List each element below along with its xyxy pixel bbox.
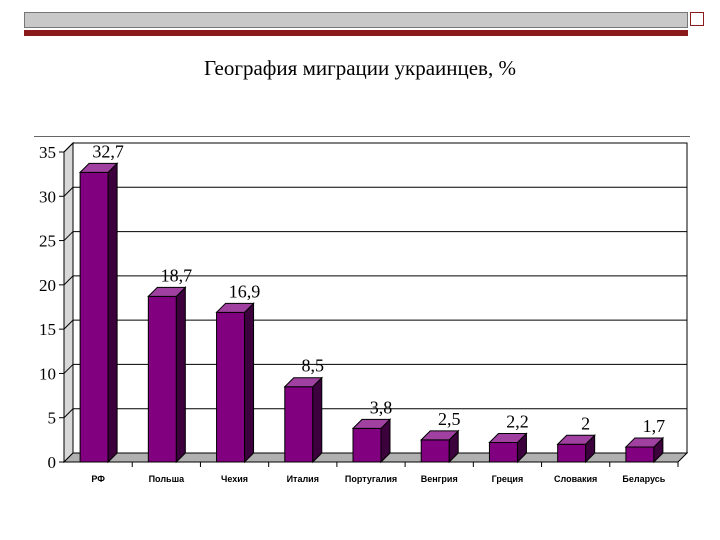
data-label: 16,9: [229, 281, 261, 301]
x-tick-label: Польша: [149, 474, 185, 484]
data-label: 2,5: [438, 409, 461, 429]
bar: [420, 439, 450, 463]
bar: [352, 427, 382, 463]
bar-side: [107, 162, 118, 464]
slide-header-bar: [24, 12, 688, 28]
x-tick-label: Италия: [287, 474, 319, 484]
bar-top: [420, 430, 460, 441]
x-tick-label: Словакия: [554, 474, 597, 484]
y-tick-label: 10: [39, 364, 56, 383]
y-tick-label: 5: [48, 409, 57, 428]
plot-side-wall: [63, 141, 74, 464]
bar-side: [312, 376, 323, 464]
bar: [284, 386, 314, 463]
bar-side: [175, 286, 186, 464]
bar: [557, 443, 587, 463]
bar: [147, 295, 177, 463]
bar-top: [147, 286, 187, 297]
x-tick-label: Греция: [492, 474, 524, 484]
gridline-side: [63, 142, 74, 153]
data-label: 2: [581, 413, 590, 433]
x-tick-label: РФ: [91, 474, 105, 484]
header-accent-line: [24, 30, 688, 36]
x-tick-label: Венгрия: [421, 474, 458, 484]
header-corner-box: [690, 12, 704, 26]
data-label: 32,7: [92, 141, 124, 161]
bar: [488, 442, 518, 463]
gridline-side: [63, 275, 74, 286]
gridline-side: [63, 364, 74, 374]
y-tick-label: 35: [39, 143, 56, 162]
x-tick-label: Португалия: [345, 474, 397, 484]
gridline-side: [63, 408, 74, 419]
bar-side: [244, 302, 255, 464]
data-label: 18,7: [161, 265, 193, 285]
gridline-side: [63, 231, 74, 241]
bar-top: [283, 377, 323, 388]
bar: [216, 311, 246, 463]
bar: [625, 446, 655, 463]
bar-top: [215, 302, 255, 313]
y-tick-label: 15: [39, 320, 56, 339]
bar-top: [78, 162, 119, 173]
data-label: 8,5: [302, 356, 325, 376]
x-tick-label: Чехия: [221, 474, 248, 484]
gridline-side: [63, 319, 74, 330]
bar-top: [351, 418, 392, 429]
y-tick-label: 25: [39, 232, 56, 251]
chart-title: География миграции украинцев, %: [204, 56, 516, 80]
y-tick-label: 20: [39, 276, 56, 295]
y-tick-label: 30: [39, 187, 56, 206]
data-label: 3,8: [370, 397, 393, 417]
y-tick-label: 0: [48, 453, 57, 472]
data-label: 2,2: [506, 412, 529, 432]
x-tick-label: Беларусь: [622, 474, 665, 484]
data-label: 1,7: [643, 416, 666, 436]
bar-top: [624, 437, 665, 448]
bar-top: [488, 433, 528, 444]
chart-top-rule: [34, 136, 690, 137]
gridline-side: [63, 186, 74, 197]
bar-top: [556, 434, 596, 445]
bar: [79, 171, 109, 463]
